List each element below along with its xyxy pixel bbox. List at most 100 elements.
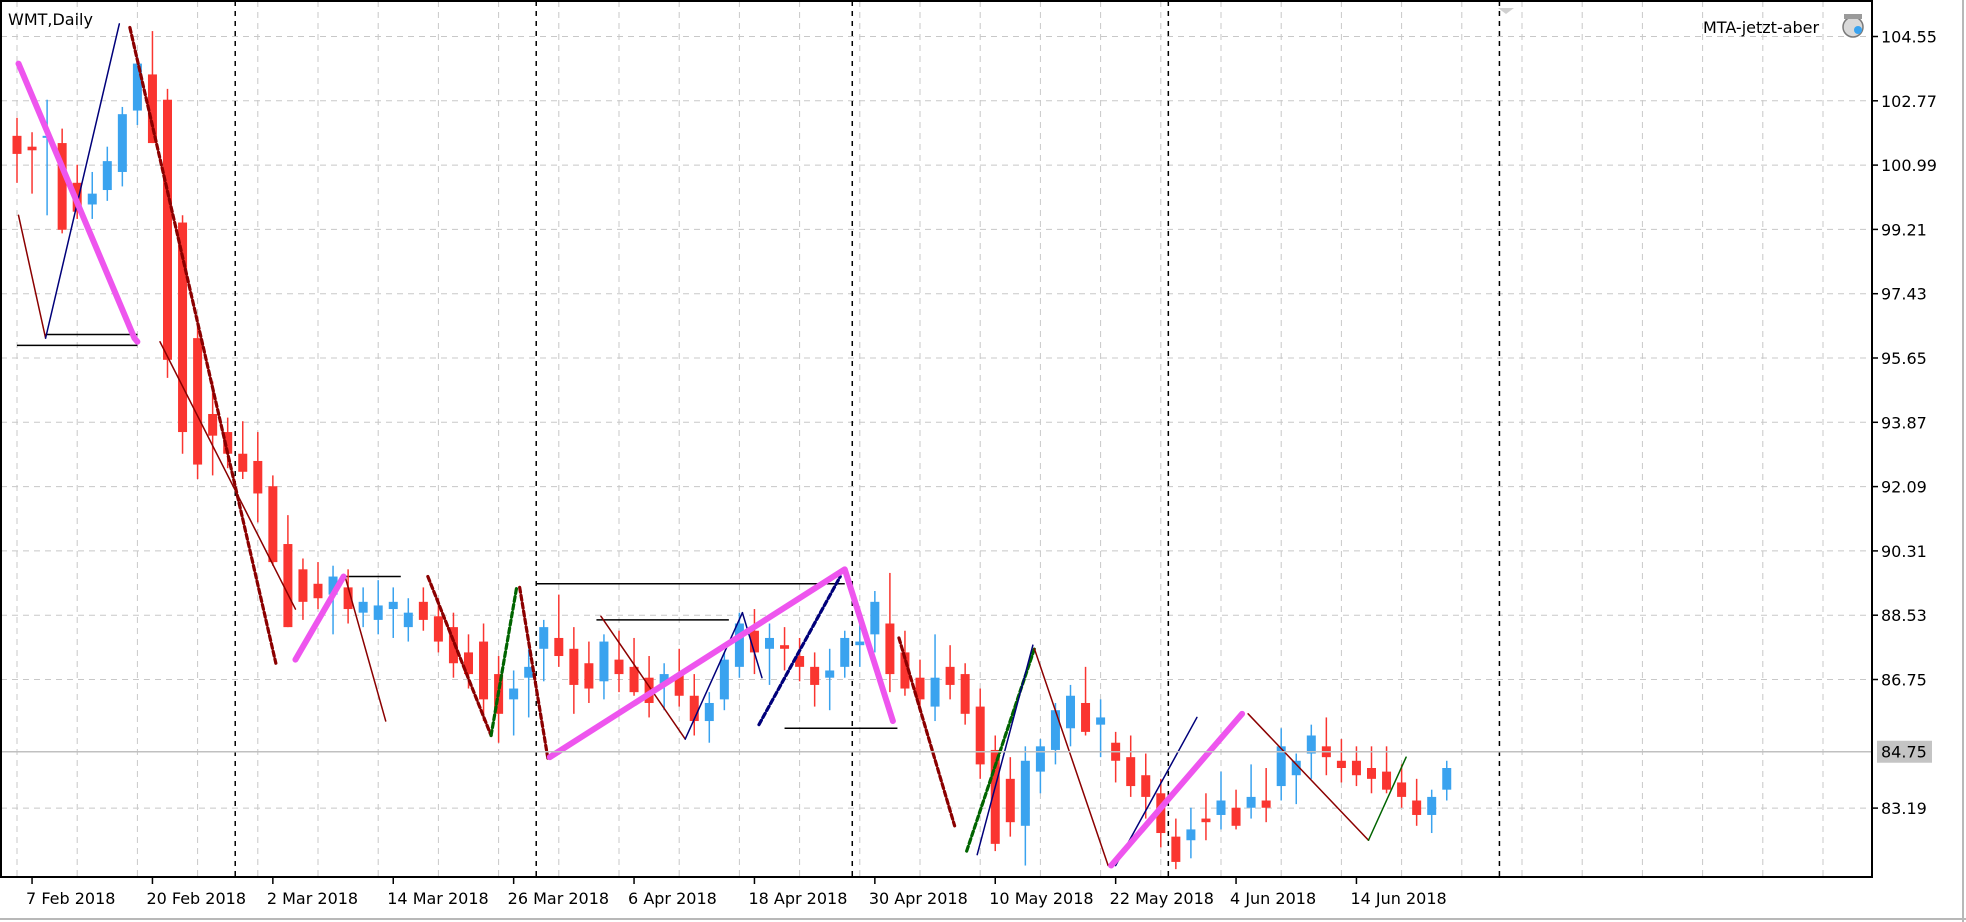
candle-body-27 (418, 601, 428, 620)
candle-body-71 (1081, 702, 1091, 732)
x-tick-label-1: 20 Feb 2018 (146, 889, 246, 908)
zigzag-line-15 (684, 611, 744, 740)
candle-body-51 (780, 645, 790, 649)
candle-body-44 (674, 674, 684, 696)
candle-body-31 (479, 641, 489, 700)
zigzag-line-1 (426, 574, 493, 738)
candle-body-93 (1412, 800, 1422, 815)
y-tick-label-8: 90.31 (1881, 542, 1927, 561)
zigzag-line-16 (741, 611, 763, 679)
candle-body-24 (373, 605, 383, 620)
candle-body-26 (403, 612, 413, 628)
y-tick-label-4: 97.43 (1881, 285, 1927, 304)
candle-body-5 (87, 193, 97, 205)
x-tick-label-11: 14 Jun 2018 (1350, 889, 1446, 908)
zigzag-line-9 (344, 575, 387, 722)
candle-body-70 (1066, 695, 1075, 729)
candle-body-3 (57, 143, 67, 230)
candle-body-89 (1351, 760, 1361, 776)
candle-body-52 (795, 656, 805, 667)
expert-advisor-icon[interactable] (1842, 14, 1864, 38)
y-tick-label-0: 104.55 (1881, 28, 1937, 47)
candle-body-34 (524, 666, 534, 678)
candle-body-30 (464, 652, 473, 675)
candle-body-67 (1020, 760, 1030, 826)
x-tick-label-0: 7 Feb 2018 (26, 889, 115, 908)
price-axis-ticks: 104.55 102.77 100.99 99.21 97.43 95.65 93.87 92… (1872, 28, 1937, 818)
plot-frame (0, 0, 1873, 878)
candle-body-75 (1141, 775, 1151, 797)
candle-body-77 (1171, 836, 1181, 862)
zigzag-line-13 (1367, 756, 1407, 841)
candle-body-72 (1096, 717, 1106, 725)
candle-body-63 (960, 674, 970, 714)
zigzag-line-2 (489, 585, 519, 738)
candle-body-28 (433, 616, 443, 642)
candle-body-94 (1427, 796, 1437, 815)
candle-body-42 (644, 677, 654, 703)
candle-body-8 (132, 63, 142, 111)
zigzag-line-20 (292, 573, 347, 663)
zigzag-line-14 (44, 23, 121, 339)
x-tick-label-5: 6 Apr 2018 (628, 889, 717, 908)
x-tick-label-7: 30 Apr 2018 (869, 889, 968, 908)
candle-body-1 (27, 146, 37, 151)
candle-body-14 (223, 432, 233, 454)
candle-body-48 (734, 623, 744, 667)
y-tick-label-6: 93.87 (1881, 413, 1927, 432)
candle-body-69 (1050, 710, 1060, 750)
candle-body-92 (1397, 782, 1407, 797)
candle-body-95 (1442, 768, 1452, 790)
current-price-label-box (1877, 740, 1932, 763)
candle-body-83 (1261, 800, 1271, 808)
candle-body-56 (855, 641, 865, 646)
candle-body-6 (102, 161, 112, 191)
candle-body-16 (253, 460, 263, 494)
indicator-label: MTA-jetzt-aber (1703, 18, 1820, 37)
y-tick-label-3: 99.21 (1881, 220, 1927, 239)
candle-body-23 (358, 601, 368, 613)
candle-body-49 (749, 630, 759, 653)
candle-body-68 (1035, 746, 1045, 772)
candle-body-64 (975, 706, 985, 765)
candle-body-22 (343, 587, 353, 610)
zigzag-line-10 (600, 615, 686, 740)
zigzag-line-12 (1247, 713, 1370, 841)
candle-body-36 (554, 637, 564, 657)
x-tick-label-9: 22 May 2018 (1110, 889, 1214, 908)
candle-body-45 (689, 695, 699, 722)
scroll-marker-icon[interactable] (1498, 8, 1514, 14)
period-separators (234, 1, 1501, 877)
zigzag-line-4 (757, 574, 842, 727)
candle-body-13 (208, 413, 218, 436)
candle-body-62 (945, 666, 955, 685)
candles (12, 31, 1452, 870)
candle-body-54 (825, 670, 835, 678)
candle-body-79 (1201, 818, 1211, 823)
zigzag-line-19 (15, 60, 141, 345)
zigzag-lines (15, 23, 1407, 869)
candle-body-82 (1246, 796, 1256, 808)
candle-body-37 (569, 648, 579, 685)
candle-body-25 (388, 601, 398, 610)
candle-body-59 (900, 652, 910, 689)
candle-body-33 (509, 688, 519, 700)
candle-body-35 (539, 627, 549, 649)
candle-body-81 (1231, 807, 1241, 826)
y-tick-label-1: 102.77 (1881, 92, 1937, 111)
candle-body-78 (1186, 829, 1196, 841)
zigzag-line-17 (976, 644, 1034, 856)
candle-body-46 (704, 702, 714, 722)
plot-area[interactable] (1, 1, 1872, 877)
current-price-label: 84.75 (1881, 743, 1927, 762)
zigzag-line-22 (1108, 710, 1246, 869)
candle-body-40 (614, 659, 624, 675)
x-tick-label-6: 18 Apr 2018 (748, 889, 847, 908)
price-axis-panel (1873, 0, 1966, 922)
x-tick-label-10: 4 Jun 2018 (1230, 889, 1316, 908)
zigzag-line-11 (1033, 648, 1109, 867)
zigzag-line-5 (897, 636, 957, 828)
y-tick-label-2: 100.99 (1881, 156, 1937, 175)
candle-body-90 (1367, 768, 1376, 779)
